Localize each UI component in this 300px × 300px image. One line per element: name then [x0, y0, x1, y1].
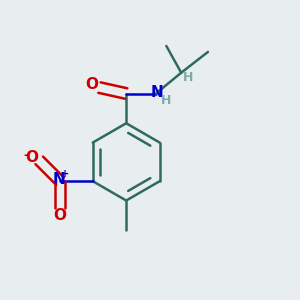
Text: O: O: [25, 150, 38, 165]
Text: N: N: [52, 172, 65, 187]
Text: O: O: [85, 77, 98, 92]
Text: O: O: [54, 208, 67, 223]
Text: H: H: [161, 94, 172, 106]
Text: +: +: [61, 169, 70, 179]
Text: -: -: [23, 149, 28, 162]
Text: N: N: [151, 85, 164, 100]
Text: H: H: [183, 71, 193, 84]
